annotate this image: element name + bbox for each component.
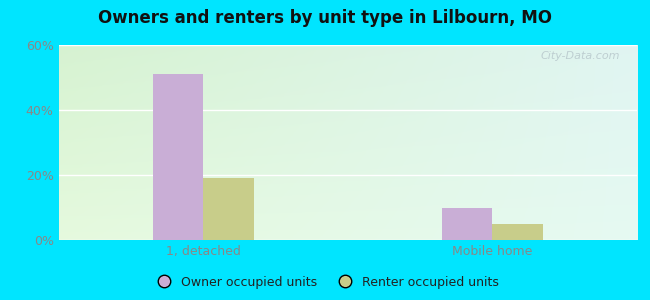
- Text: Owners and renters by unit type in Lilbourn, MO: Owners and renters by unit type in Lilbo…: [98, 9, 552, 27]
- Text: City-Data.com: City-Data.com: [540, 51, 619, 61]
- Bar: [442, 208, 493, 240]
- Bar: [493, 224, 543, 240]
- Bar: [203, 178, 254, 240]
- Legend: Owner occupied units, Renter occupied units: Owner occupied units, Renter occupied un…: [146, 271, 504, 294]
- Bar: [153, 74, 203, 240]
